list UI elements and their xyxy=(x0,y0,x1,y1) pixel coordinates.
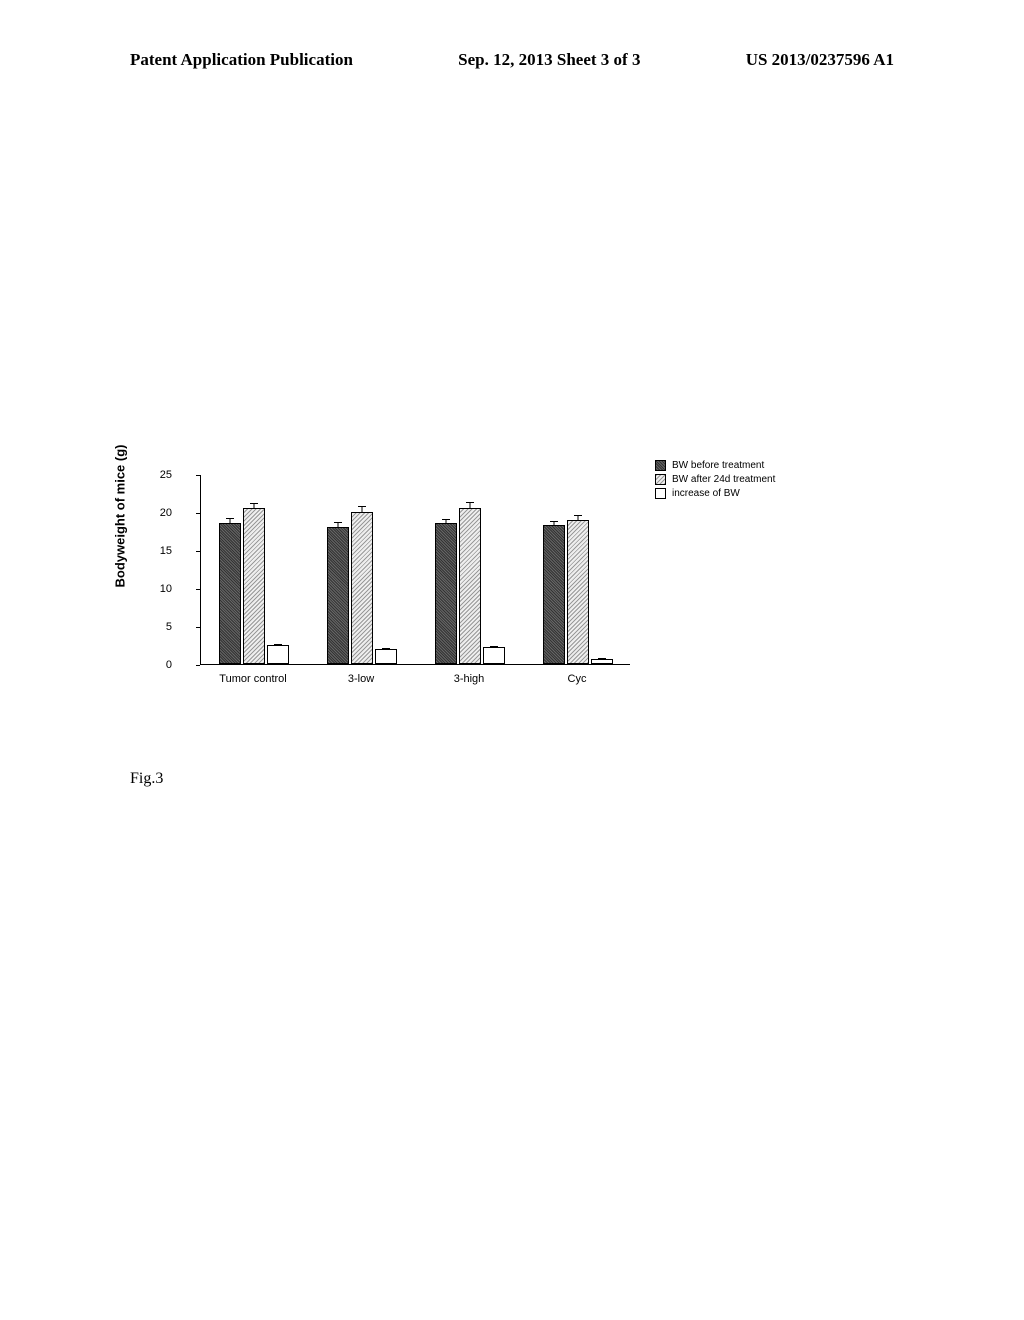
error-cap xyxy=(274,644,282,645)
bar-group xyxy=(327,512,397,664)
bar-group xyxy=(543,520,613,664)
bodyweight-chart: Bodyweight of mice (g) 0510152025 Tumor … xyxy=(130,475,850,705)
error-cap xyxy=(226,518,234,519)
chart-bar xyxy=(243,508,265,664)
error-cap xyxy=(490,646,498,647)
x-axis-label: 3-low xyxy=(348,673,374,685)
chart-plot-area xyxy=(200,475,630,665)
x-axis-label: Tumor control xyxy=(219,673,286,685)
legend-label: BW before treatment xyxy=(672,460,764,471)
y-tick-mark xyxy=(196,665,200,666)
y-tick-label: 5 xyxy=(150,621,172,633)
header-date-sheet: Sep. 12, 2013 Sheet 3 of 3 xyxy=(458,50,640,70)
error-cap xyxy=(250,503,258,504)
y-tick-label: 20 xyxy=(150,507,172,519)
chart-bar xyxy=(327,527,349,664)
error-cap xyxy=(550,521,558,522)
error-bar xyxy=(362,506,363,513)
legend-item: increase of BW xyxy=(655,488,775,499)
header-publication-type: Patent Application Publication xyxy=(130,50,353,70)
chart-bar xyxy=(459,508,481,664)
error-cap xyxy=(382,648,390,649)
bar-group xyxy=(219,508,289,664)
x-axis-label: Cyc xyxy=(568,673,587,685)
chart-bar xyxy=(483,647,505,664)
chart-bar xyxy=(543,525,565,664)
y-axis-label: Bodyweight of mice (g) xyxy=(113,445,128,588)
legend-swatch xyxy=(655,460,666,471)
chart-legend: BW before treatment BW after 24d treatmen… xyxy=(655,460,775,502)
error-cap xyxy=(598,658,606,659)
y-tick-label: 0 xyxy=(150,659,172,671)
legend-item: BW before treatment xyxy=(655,460,775,471)
figure-caption: Fig.3 xyxy=(130,770,163,788)
page-header: Patent Application Publication Sep. 12, … xyxy=(0,50,1024,70)
error-cap xyxy=(574,515,582,516)
chart-bar xyxy=(351,512,373,664)
chart-bar xyxy=(219,523,241,664)
legend-swatch xyxy=(655,488,666,499)
y-tick-label: 25 xyxy=(150,469,172,481)
bar-group xyxy=(435,508,505,664)
legend-item: BW after 24d treatment xyxy=(655,474,775,485)
y-tick-label: 10 xyxy=(150,583,172,595)
header-publication-number: US 2013/0237596 A1 xyxy=(746,50,894,70)
chart-bar xyxy=(591,659,613,664)
y-tick-label: 15 xyxy=(150,545,172,557)
error-cap xyxy=(442,519,450,520)
legend-label: BW after 24d treatment xyxy=(672,474,775,485)
legend-swatch xyxy=(655,474,666,485)
error-cap xyxy=(466,502,474,503)
chart-bar xyxy=(375,649,397,664)
error-cap xyxy=(358,506,366,507)
x-axis-label: 3-high xyxy=(454,673,485,685)
chart-bar xyxy=(267,645,289,664)
chart-bar xyxy=(435,523,457,664)
legend-label: increase of BW xyxy=(672,488,740,499)
error-bar xyxy=(470,502,471,509)
chart-bar xyxy=(567,520,589,664)
error-cap xyxy=(334,522,342,523)
